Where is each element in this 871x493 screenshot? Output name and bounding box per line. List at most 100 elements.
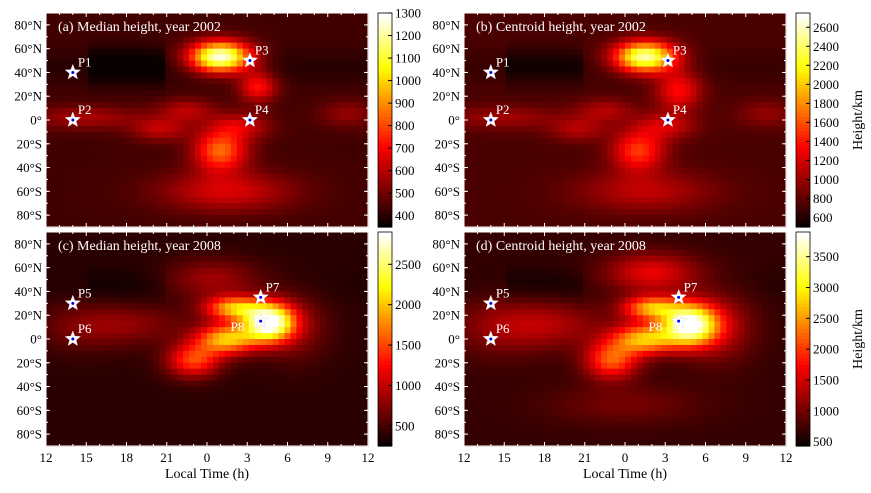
heatmap-cell [583,108,590,115]
heatmap-cell [249,262,256,269]
heatmap-cell [506,90,513,97]
heatmap-cell [619,120,626,127]
heatmap-cell [118,120,125,127]
heatmap-cell [285,185,292,192]
heatmap-cell [607,49,614,56]
heatmap-cell [314,144,321,151]
heatmap-cell [296,108,303,115]
heatmap-cell [744,19,751,26]
heatmap-cell [290,174,297,181]
heatmap-cell [738,114,745,121]
heatmap-cell [290,162,297,169]
heatmap-cell [607,13,614,20]
heatmap-cell [356,191,363,198]
heatmap-cell [118,55,125,62]
heatmap-cell [703,168,710,175]
heatmap-cell [559,132,566,139]
colorbar-tick-label: 2600 [813,20,839,35]
heatmap-cell [153,197,160,204]
heatmap-cell [350,244,357,251]
heatmap-cell [70,262,77,269]
heatmap-cell [726,162,733,169]
heatmap-cell [768,215,775,222]
heatmap-cell [76,13,83,20]
heatmap-cell [159,297,166,304]
heatmap-cell [547,67,554,74]
heatmap-cell [470,174,477,181]
heatmap-cell [726,37,733,44]
heatmap-cell [685,174,692,181]
heatmap-cell [470,96,477,103]
heatmap-cell [726,156,733,163]
heatmap-cell [326,179,333,186]
heatmap-cell [601,120,608,127]
heatmap-cell [774,168,781,175]
heatmap-cell [290,132,297,139]
heatmap-cell [470,43,477,50]
heatmap-cell [512,78,519,85]
heatmap-cell [189,67,196,74]
heatmap-cell [559,162,566,169]
heatmap-cell [762,215,769,222]
heatmap-cell [219,179,226,186]
point-label: P1 [496,54,510,69]
heatmap-cell [655,72,662,79]
heatmap-cell [738,43,745,50]
heatmap-cell [344,72,351,79]
heatmap-cell [58,280,65,287]
heatmap-cell [500,37,507,44]
heatmap-cell [52,78,59,85]
heatmap-cell [308,238,315,245]
heatmap-cell [64,78,71,85]
heatmap-cell [559,49,566,56]
heatmap-cell [631,84,638,91]
heatmap-cell [243,156,250,163]
heatmap-cell [553,138,560,145]
heatmap-cell [171,179,178,186]
heatmap-cell [183,174,190,181]
heatmap-cell [290,126,297,133]
heatmap-cell [129,179,136,186]
heatmap-cell [243,108,250,115]
heatmap-cell [237,108,244,115]
heatmap-cell [135,138,142,145]
heatmap-cell [720,102,727,109]
heatmap-cell [46,156,53,163]
heatmap-cell [141,156,148,163]
heatmap-cell [302,256,309,263]
heatmap-cell [165,215,172,222]
heatmap-cell [738,215,745,222]
heatmap-cell [195,303,202,310]
heatmap-cell [201,185,208,192]
heatmap-cell [159,162,166,169]
heatmap-cell [553,162,560,169]
heatmap-cell [195,262,202,269]
heatmap-cell [112,90,119,97]
heatmap-cell [464,144,471,151]
heatmap-cell [488,37,495,44]
y-tick-label: 20°N [432,89,460,104]
heatmap-cell [231,262,238,269]
heatmap-cell [189,280,196,287]
heatmap-cell [332,55,339,62]
heatmap-cell [673,126,680,133]
heatmap-cell [290,280,297,287]
heatmap-cell [225,49,232,56]
heatmap-cell [189,274,196,281]
heatmap-cell [255,67,262,74]
heatmap-cell [290,150,297,157]
heatmap-cell [332,191,339,198]
heatmap-cell [350,37,357,44]
heatmap-cell [112,197,119,204]
heatmap-cell [82,256,89,263]
heatmap-cell [94,138,101,145]
heatmap-cell [129,262,136,269]
heatmap-cell [285,268,292,275]
heatmap-cell [237,256,244,263]
heatmap-cell [720,43,727,50]
heatmap-cell [518,191,525,198]
heatmap-cell [774,197,781,204]
heatmap-cell [720,114,727,121]
heatmap-cell [52,126,59,133]
panel-title: (a) Median height, year 2002 [58,20,221,35]
